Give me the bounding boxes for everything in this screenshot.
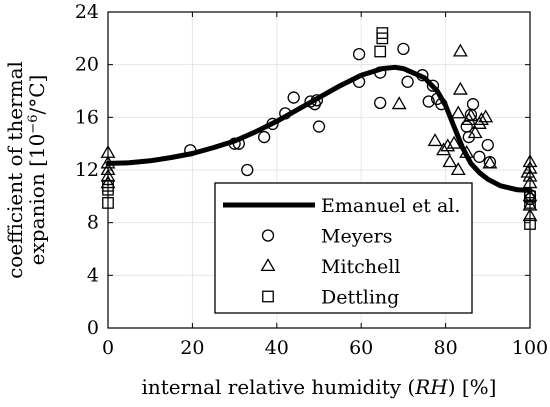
y-tick-label: 24 xyxy=(75,1,99,23)
data-point-circle xyxy=(435,98,448,111)
data-point-circle xyxy=(464,108,478,121)
y-axis-label-unit-rest: /°C] xyxy=(25,75,49,115)
data-point-triangle xyxy=(463,108,479,122)
y-tick-label: 0 xyxy=(87,317,99,339)
data-point-circle xyxy=(184,144,197,157)
data-point-square xyxy=(376,32,389,45)
data-point-triangle xyxy=(442,154,458,168)
x-tick-label: 100 xyxy=(512,337,548,359)
data-point-circle xyxy=(257,130,271,144)
legend-triangle-icon xyxy=(260,258,276,272)
series-line-emanuel xyxy=(105,64,533,193)
data-point-circle xyxy=(466,98,480,111)
data-point-triangle xyxy=(452,43,468,57)
data-point-circle xyxy=(310,94,324,107)
data-point-circle xyxy=(473,150,486,163)
legend-item: Dettling xyxy=(262,287,399,309)
x-tick-label: 80 xyxy=(434,337,458,359)
legend-label: Meyers xyxy=(321,226,393,248)
data-point-circle xyxy=(374,66,387,79)
data-point-circle xyxy=(279,107,292,120)
legend-item: Meyers xyxy=(261,226,393,248)
data-point-triangle xyxy=(450,105,466,119)
y-tick-label: 20 xyxy=(75,54,99,76)
x-tick-label: 60 xyxy=(349,337,373,359)
x-axis-label-variable: RH xyxy=(414,375,448,399)
data-point-circle xyxy=(352,47,366,61)
data-point-triangle xyxy=(467,125,483,139)
data-point-triangle xyxy=(482,155,498,169)
data-point-triangle xyxy=(440,138,456,152)
data-point-circle xyxy=(422,95,435,108)
legend-item: Mitchell xyxy=(260,256,400,278)
x-tick-label: 40 xyxy=(265,337,289,359)
tick-labels: 0 20 40 60 80 100 0 4 8 12 16 20 24 xyxy=(75,1,548,359)
y-axis-label-exponent: −6 xyxy=(26,115,41,134)
y-axis-label: coefficient of thermal expanion [10−6/°C… xyxy=(3,61,49,279)
y-tick-label: 4 xyxy=(87,264,99,286)
data-point-circle xyxy=(266,117,279,131)
data-point-circle xyxy=(241,163,254,177)
x-axis-label: internal relative humidity (RH) [%] xyxy=(141,375,496,399)
data-point-circle xyxy=(312,120,326,133)
data-point-triangle xyxy=(436,142,451,156)
data-point-triangle xyxy=(520,164,536,178)
data-point-circle xyxy=(374,96,387,109)
data-point-triangle xyxy=(391,96,407,110)
data-point-circle xyxy=(416,69,429,82)
legend-label: Mitchell xyxy=(321,256,400,278)
x-tick-label: 0 xyxy=(102,337,114,359)
data-point-triangle xyxy=(427,133,443,147)
y-axis-label-line1: coefficient of thermal xyxy=(3,61,27,279)
legend-circle-icon xyxy=(261,229,275,242)
x-axis-label-prefix: internal relative humidity ( xyxy=(141,375,415,399)
x-axis-label-suffix: ) [%] xyxy=(448,375,497,399)
y-tick-label: 12 xyxy=(75,159,99,181)
data-point-circle xyxy=(397,42,410,56)
data-point-circle xyxy=(483,155,497,169)
data-point-square xyxy=(374,45,387,58)
data-point-circle xyxy=(401,75,414,88)
legend-square-icon xyxy=(262,290,274,303)
y-axis-label-line2: expanion [10−6/°C] xyxy=(25,75,49,266)
data-point-triangle xyxy=(474,112,489,126)
data-point-triangle xyxy=(478,109,494,123)
legend-item: Emanuel et al. xyxy=(223,195,460,217)
y-tick-label: 16 xyxy=(75,106,99,128)
x-tick-label: 20 xyxy=(180,337,204,359)
data-point-circle xyxy=(232,137,245,150)
data-point-triangle xyxy=(450,162,466,176)
y-axis-label-unit-base: expanion [10 xyxy=(25,134,49,266)
data-point-circle xyxy=(481,138,494,152)
data-point-circle xyxy=(426,79,440,92)
data-point-triangle xyxy=(452,81,468,95)
data-point-triangle xyxy=(446,135,462,149)
legend-label: Dettling xyxy=(321,287,399,309)
data-point-circle xyxy=(228,137,241,150)
data-point-circle xyxy=(352,75,366,88)
legend-label: Emanuel et al. xyxy=(321,195,460,217)
legend: Emanuel et al. Meyers Mitchell Dettling xyxy=(214,182,473,314)
ticks xyxy=(107,11,531,329)
data-point-circle xyxy=(287,91,300,104)
y-tick-label: 8 xyxy=(87,212,99,234)
data-point-triangle xyxy=(459,144,475,158)
data-point-triangle xyxy=(461,112,477,126)
